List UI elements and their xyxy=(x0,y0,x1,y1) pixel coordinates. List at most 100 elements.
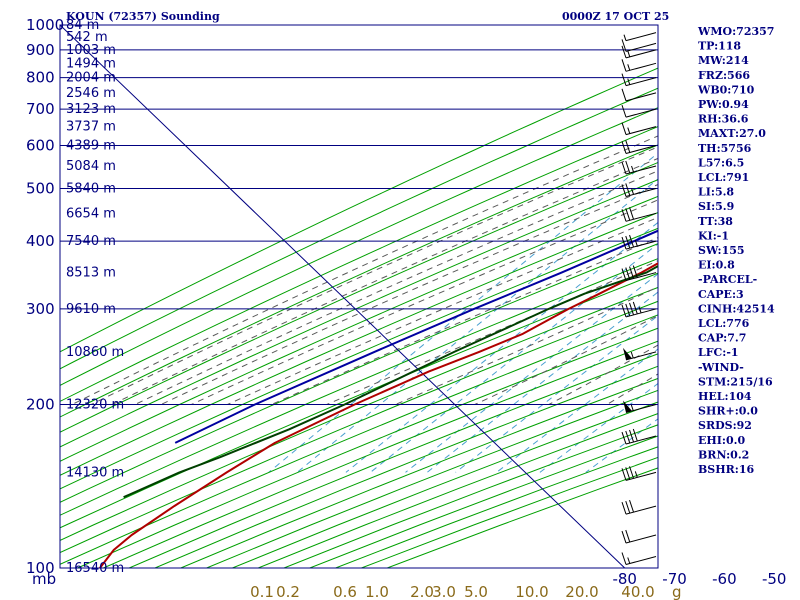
index-item: SHR+:0.0 xyxy=(698,405,758,418)
index-item: LFC:-1 xyxy=(698,346,739,359)
index-item: CAPE:3 xyxy=(698,288,744,301)
wind-barb-feather xyxy=(625,467,631,480)
index-item: LI:5.8 xyxy=(698,186,734,199)
moist-adiabat xyxy=(91,146,658,405)
index-item: CINH:42514 xyxy=(698,302,775,315)
moist-adiabat xyxy=(71,135,658,405)
series-temperature xyxy=(99,262,658,568)
wind-barb-feather xyxy=(625,303,631,317)
wind-barb xyxy=(621,104,657,118)
index-item: SI:5.9 xyxy=(698,200,734,213)
wind-barb-half-feather xyxy=(631,165,635,173)
height-label: 9610 m xyxy=(66,302,116,317)
wind-barb-staff xyxy=(625,165,657,175)
wind-barb-feather xyxy=(629,302,635,316)
height-label: 5084 m xyxy=(66,159,116,174)
wind-barb-feather xyxy=(625,160,631,174)
height-label: 2546 m xyxy=(66,86,116,101)
index-item: BRN:0.2 xyxy=(698,448,749,461)
wind-barb-staff xyxy=(625,108,657,118)
dry-adiabat xyxy=(60,195,658,462)
dry-adiabats xyxy=(60,67,658,568)
wind-barb-feather xyxy=(621,530,627,544)
mixing-ratio-line xyxy=(539,382,658,473)
height-label: 3123 m xyxy=(66,102,116,117)
wind-barb-feather xyxy=(621,104,627,118)
index-item: WB0:710 xyxy=(697,83,755,96)
wind-barb-staff xyxy=(625,49,657,59)
moist-adiabats xyxy=(71,135,658,405)
height-label: 2004 m xyxy=(66,71,116,86)
moist-adiabat xyxy=(395,286,658,405)
height-label: 12320 m xyxy=(66,398,124,413)
pressure-tick-1000: 1000 xyxy=(26,16,64,34)
mixing-ratio-line xyxy=(296,178,658,473)
wind-barb-staff xyxy=(625,272,657,282)
wind-barb xyxy=(621,529,657,544)
pressure-tick-700: 700 xyxy=(26,100,55,118)
wind-barb-flag xyxy=(623,347,632,360)
wind-barb-staff xyxy=(625,471,657,481)
index-item: WMO:72357 xyxy=(697,25,774,38)
wind-barb xyxy=(623,347,657,361)
wind-barb-feather xyxy=(621,304,627,318)
height-label: 7540 m xyxy=(66,234,116,249)
wind-barb xyxy=(621,73,657,87)
temp-tick: -60 xyxy=(712,570,737,588)
dry-adiabat xyxy=(60,243,658,503)
wind-barb-staff xyxy=(625,534,657,544)
wind-barb-feather xyxy=(625,529,631,543)
dry-adiabat xyxy=(60,314,658,565)
pressure-tick-100: 100 xyxy=(26,559,55,577)
mixing-ratio-unit: g xyxy=(672,583,682,600)
wind-barb xyxy=(621,59,657,72)
wind-barb-feather xyxy=(625,430,631,444)
height-label: 14130 m xyxy=(66,465,124,480)
wind-barb-staff xyxy=(625,556,657,565)
height-label: 6654 m xyxy=(66,206,116,221)
pressure-tick-300: 300 xyxy=(26,300,55,318)
mixing-ratio-line xyxy=(405,273,658,473)
index-item: HEL:104 xyxy=(698,390,752,403)
dry-adiabat xyxy=(60,300,658,554)
wind-barb-feather xyxy=(629,266,635,279)
wind-barb xyxy=(621,160,657,175)
wind-barb-feather xyxy=(629,234,635,248)
temp-tick: -70 xyxy=(662,570,687,588)
height-label: 8513 m xyxy=(66,266,116,281)
wind-barb-half-feather xyxy=(630,404,634,411)
dry-adiabat xyxy=(60,212,658,476)
dry-adiabat xyxy=(60,107,658,386)
index-item: PW:0.94 xyxy=(698,98,749,111)
wind-barb-feather xyxy=(629,499,635,513)
wind-barb-feather xyxy=(621,184,627,197)
grid xyxy=(59,24,659,569)
wind-barb-feather xyxy=(621,122,627,135)
index-item: TP:118 xyxy=(698,40,741,53)
wind-barb-feather xyxy=(621,501,627,515)
moist-adiabat xyxy=(111,157,658,405)
mixing-ratio-lines xyxy=(268,152,658,473)
mixing-ratio-label: 10.0 xyxy=(515,583,548,600)
wind-barb-feather xyxy=(621,141,627,154)
mixing-ratio-label: 3.0 xyxy=(432,583,456,600)
height-label: 3737 m xyxy=(66,120,116,135)
wind-barb-staff xyxy=(625,62,657,72)
index-item: KI:-1 xyxy=(698,229,729,242)
index-item: LCL:776 xyxy=(698,317,750,330)
pressure-tick-900: 900 xyxy=(26,41,55,59)
wind-barb-staff xyxy=(625,42,657,52)
pressure-tick-400: 400 xyxy=(26,232,55,250)
wind-barb-feather xyxy=(621,45,627,59)
pressure-tick-800: 800 xyxy=(26,69,55,87)
series-lines xyxy=(99,229,658,568)
index-item: MW:214 xyxy=(698,54,749,67)
moist-adiabat xyxy=(191,199,658,405)
wind-barb xyxy=(621,207,657,222)
index-item: -PARCEL- xyxy=(698,273,757,286)
moist-adiabat xyxy=(271,236,658,405)
dry-adiabat xyxy=(60,161,658,433)
wind-barb-feather xyxy=(625,267,631,280)
dry-adiabat xyxy=(60,272,658,529)
